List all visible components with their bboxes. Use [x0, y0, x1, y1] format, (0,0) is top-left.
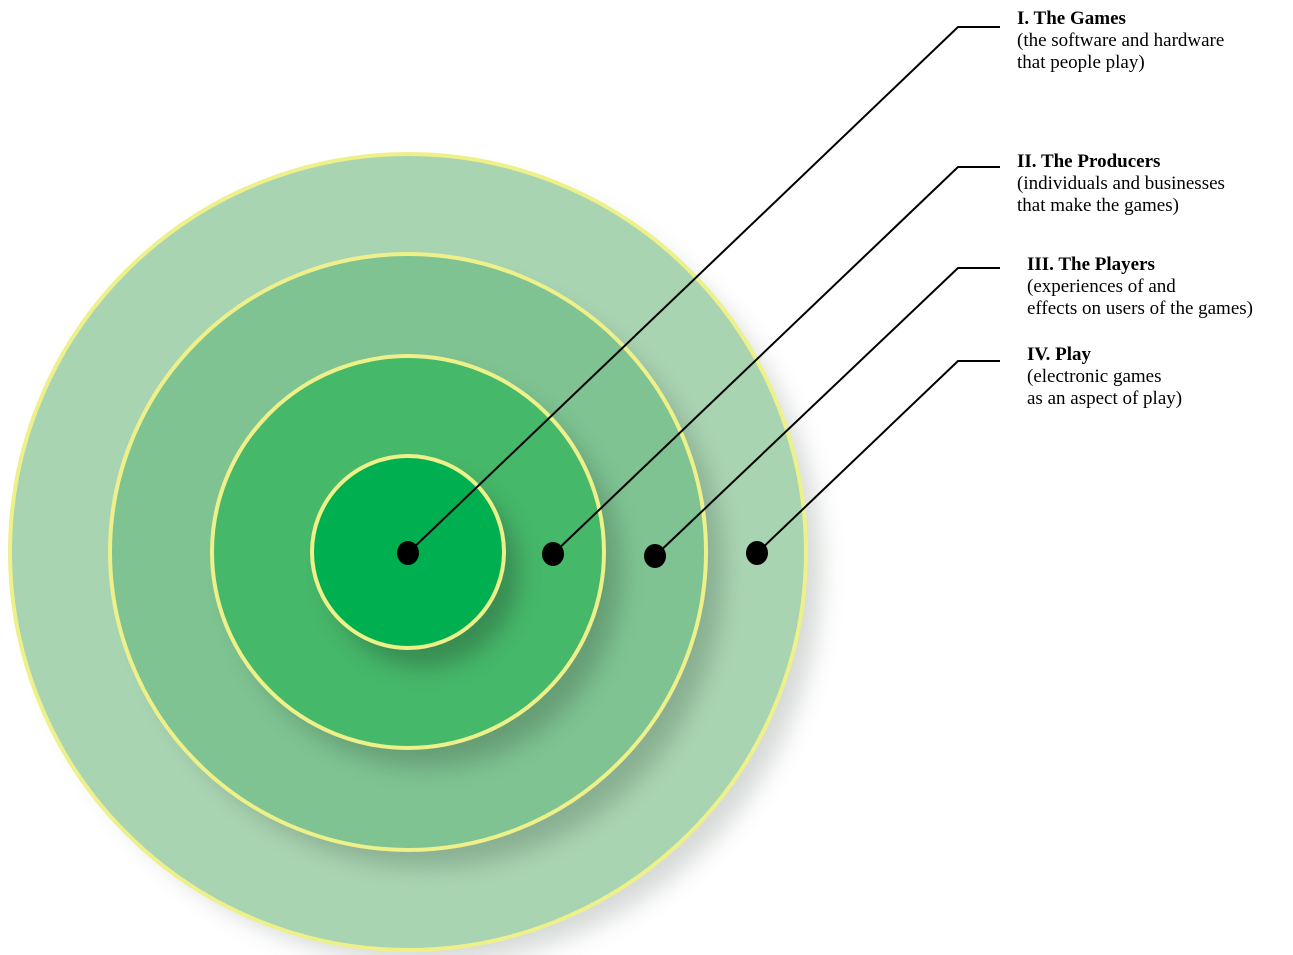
layer-title: III. The Players	[1027, 254, 1155, 275]
label-players: III. The Players (experiences of and eff…	[1027, 254, 1253, 320]
layer-description: that people play)	[1017, 52, 1145, 73]
marker-dot-play	[746, 541, 768, 565]
layer-title: II. The Producers	[1017, 151, 1161, 172]
marker-dot-players	[644, 544, 666, 568]
label-games: I. The Games (the software and hardware …	[1017, 8, 1224, 74]
layer-description: effects on users of the games)	[1027, 298, 1253, 319]
leader-line-play	[756, 360, 1000, 554]
layer-description: (the software and hardware	[1017, 30, 1225, 51]
layer-description: as an aspect of play)	[1027, 388, 1183, 409]
layer-description: (individuals and businesses	[1017, 173, 1225, 194]
layer-title: I. The Games	[1017, 8, 1126, 29]
leader-line-players	[654, 267, 1000, 557]
marker-dot-games	[397, 541, 419, 565]
layer-description: that make the games)	[1017, 195, 1179, 216]
layer-description: (electronic games	[1027, 366, 1162, 387]
label-producers: II. The Producers (individuals and busin…	[1017, 151, 1225, 217]
leader-line-producers	[552, 166, 1000, 555]
layer-description: (experiences of and	[1027, 276, 1176, 297]
label-play: IV. Play (electronic games as an aspect …	[1027, 344, 1182, 410]
leader-line-games	[407, 26, 1000, 554]
marker-dot-producers	[542, 542, 564, 566]
layer-title: IV. Play	[1027, 344, 1092, 365]
